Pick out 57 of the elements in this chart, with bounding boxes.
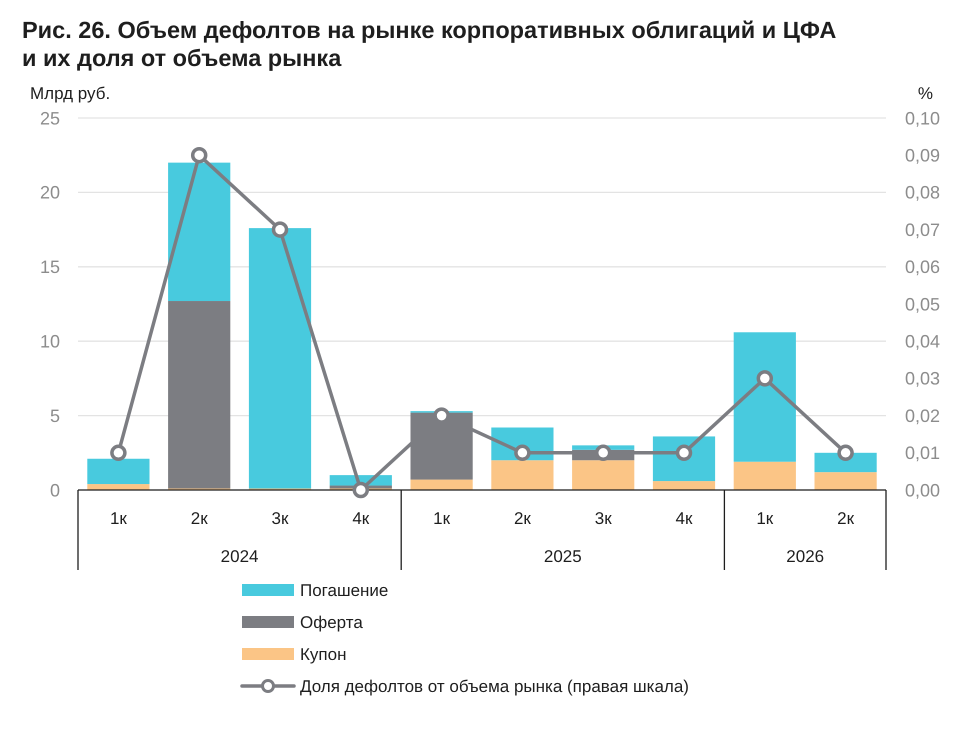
bar <box>814 472 877 490</box>
chart-title: Рис. 26. Объем дефолтов на рынке корпоративных облигаций и ЦФА и их доля от объема рынка <box>22 17 836 71</box>
y2-tick-label: 0,03 <box>905 368 940 389</box>
y2-tick-label: 0,01 <box>905 443 940 464</box>
bar <box>491 460 554 490</box>
y-tick-label: 5 <box>50 406 60 426</box>
legend-label: Погашение <box>300 580 388 600</box>
bar <box>168 162 230 302</box>
x-tick-label: 4к <box>676 508 693 528</box>
point <box>272 221 288 238</box>
point <box>594 444 612 462</box>
y-axis-title: Млрд руб. <box>30 84 110 103</box>
legend-label: Оферта <box>300 612 364 632</box>
y2-tick-label: 0,07 <box>905 220 940 240</box>
bar <box>410 480 473 490</box>
bar <box>734 332 796 462</box>
x-tick-label: 3к <box>594 508 612 528</box>
bar <box>248 228 312 489</box>
y-tick-label: 20 <box>40 182 60 203</box>
y2-tick-label: 0,04 <box>905 332 940 352</box>
bar <box>572 460 634 490</box>
bar <box>87 458 150 484</box>
y-tick-label: 25 <box>40 108 60 128</box>
y2-tick-label: 0,08 <box>905 182 940 203</box>
point <box>190 146 208 164</box>
y-tick-label: 15 <box>40 257 60 278</box>
y2-tick-label: 0,09 <box>905 146 940 166</box>
y2-tick-label: 0,10 <box>905 108 940 128</box>
point <box>756 370 774 387</box>
bar <box>734 462 796 490</box>
x-tick-label: 2к <box>190 508 208 528</box>
x-tick-label: 2к <box>837 508 855 528</box>
bar <box>652 481 716 490</box>
legend-label: Доля дефолтов от объема рынка (правая шкала) <box>300 676 689 696</box>
x-tick-label: 3к <box>272 508 289 528</box>
x-tick-label: 1к <box>756 508 774 528</box>
point <box>352 482 370 498</box>
bar <box>87 484 150 490</box>
y2-tick-label: 0,00 <box>905 480 940 500</box>
text: 2024 <box>220 546 259 566</box>
bar <box>168 301 230 489</box>
point <box>837 444 854 462</box>
y2-tick-label: 0,05 <box>905 294 940 314</box>
y-tick-label: 10 <box>40 332 60 352</box>
point <box>514 444 531 462</box>
y-tick-label: 0 <box>50 480 60 500</box>
x-tick-label: 4к <box>352 508 370 528</box>
x-tick-label: 1к <box>433 508 451 528</box>
text: 2026 <box>786 546 824 566</box>
point <box>110 444 127 462</box>
y2-axis-title: % <box>918 84 933 103</box>
y2-tick-label: 0,02 <box>905 406 940 426</box>
x-tick-label: 1к <box>110 508 128 528</box>
text: 2025 <box>544 546 582 566</box>
legend-label: Купон <box>300 644 346 664</box>
x-tick-label: 2к <box>514 508 532 528</box>
y2-tick-label: 0,06 <box>905 257 940 278</box>
